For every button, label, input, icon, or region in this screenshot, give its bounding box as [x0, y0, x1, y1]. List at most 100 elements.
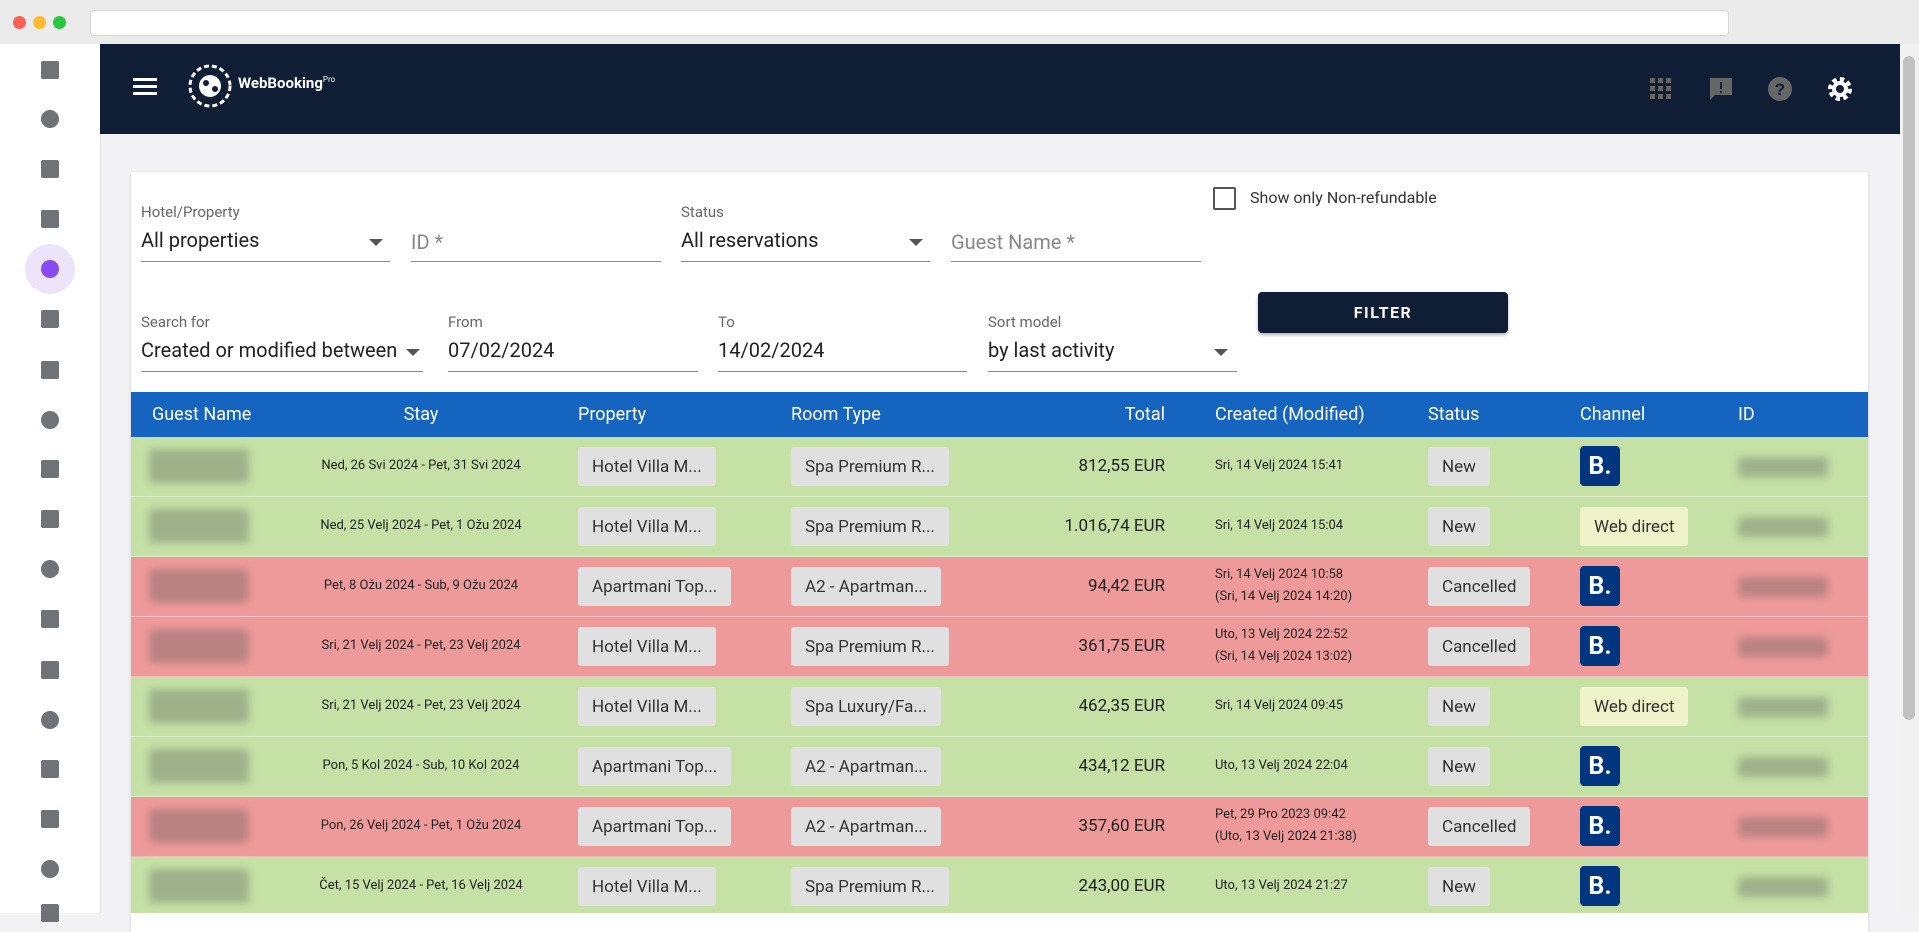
status-chip[interactable]: New — [1428, 747, 1490, 786]
stay: Pon, 5 Kol 2024 - Sub, 10 Kol 2024 — [322, 758, 520, 773]
dropdown-arrow[interactable] — [406, 349, 420, 356]
nav-icon[interactable] — [41, 260, 59, 278]
room-type-chip[interactable]: A2 - Apartman... — [791, 747, 942, 786]
nav-icon[interactable] — [41, 160, 59, 178]
channel-logo[interactable]: B. — [1580, 446, 1620, 486]
channel-logo[interactable]: B. — [1580, 746, 1620, 786]
min-dot[interactable] — [33, 16, 46, 29]
input-value[interactable]: 14/02/2024 — [718, 338, 825, 362]
channel-logo[interactable]: B. — [1580, 806, 1620, 846]
room-type-chip[interactable]: Spa Premium R... — [791, 507, 949, 546]
status-chip[interactable]: New — [1428, 687, 1490, 726]
nav-icon[interactable] — [41, 760, 59, 778]
channel-logo[interactable]: B. — [1580, 866, 1620, 906]
close-dot[interactable] — [13, 16, 26, 29]
modified: (Sri, 14 Velj 2024 13:02) — [1215, 649, 1353, 664]
table-row[interactable]: Sri, 21 Velj 2024 - Pet, 23 Velj 2024 Hot… — [131, 617, 1868, 677]
column-header[interactable]: Status — [1428, 404, 1480, 425]
feedback-icon[interactable] — [1708, 76, 1734, 102]
select-value[interactable]: by last activity — [988, 338, 1115, 362]
created: Sri, 14 Velj 2024 10:58 — [1215, 567, 1344, 582]
select-value[interactable]: Created or modified between — [141, 338, 398, 362]
channel-chip[interactable]: Web direct — [1580, 687, 1689, 726]
column-header[interactable]: Channel — [1580, 404, 1646, 425]
nav-icon[interactable] — [41, 810, 59, 828]
checkbox[interactable] — [1213, 187, 1236, 210]
select-value[interactable]: All properties — [141, 228, 260, 252]
dropdown-arrow[interactable] — [909, 239, 923, 246]
nav-icon[interactable] — [41, 361, 59, 379]
table-row[interactable]: Ned, 25 Velj 2024 - Pet, 1 Ožu 2024 Hotel… — [131, 497, 1868, 557]
table-row[interactable]: Čet, 15 Velj 2024 - Pet, 16 Velj 2024 Hot… — [131, 857, 1868, 913]
id-blurred — [1738, 457, 1828, 477]
channel-logo[interactable]: B. — [1580, 566, 1620, 606]
table-row[interactable]: Pon, 5 Kol 2024 - Sub, 10 Kol 2024 Apartm… — [131, 737, 1868, 797]
input-value[interactable]: 07/02/2024 — [448, 338, 555, 362]
status-chip[interactable]: New — [1428, 867, 1490, 906]
property-chip[interactable]: Apartmani Top... — [578, 807, 732, 846]
property-chip[interactable]: Hotel Villa M... — [578, 447, 716, 486]
property-chip[interactable]: Hotel Villa M... — [578, 867, 716, 906]
property-chip[interactable]: Hotel Villa M... — [578, 627, 716, 666]
room-type-chip[interactable]: A2 - Apartman... — [791, 807, 942, 846]
nav-icon[interactable] — [41, 411, 59, 429]
nav-icon[interactable] — [41, 711, 59, 729]
room-type-chip[interactable]: Spa Premium R... — [791, 627, 949, 666]
channel-logo[interactable]: B. — [1580, 626, 1620, 666]
nav-icon[interactable] — [41, 510, 59, 528]
column-header[interactable]: Room Type — [791, 404, 881, 425]
column-header[interactable]: Guest Name — [152, 404, 252, 425]
room-type-chip[interactable]: A2 - Apartman... — [791, 567, 942, 606]
nav-icon[interactable] — [41, 610, 59, 628]
property-chip[interactable]: Hotel Villa M... — [578, 507, 716, 546]
room-type-chip[interactable]: Spa Premium R... — [791, 867, 949, 906]
logo-name: WebBooking — [238, 74, 323, 92]
input-placeholder[interactable]: Guest Name * — [951, 230, 1075, 254]
column-header[interactable]: ID — [1738, 404, 1755, 425]
property-chip[interactable]: Hotel Villa M... — [578, 687, 716, 726]
filter-button[interactable]: FILTER — [1258, 292, 1508, 333]
input-placeholder[interactable]: ID * — [411, 230, 444, 254]
channel-chip[interactable]: Web direct — [1580, 507, 1689, 546]
apps-icon[interactable] — [1650, 78, 1672, 100]
total: 357,60 EUR — [1078, 816, 1166, 836]
nav-icon[interactable] — [41, 110, 59, 128]
column-header[interactable]: Total — [1124, 404, 1165, 425]
status-chip[interactable]: New — [1428, 447, 1490, 486]
dropdown-arrow[interactable] — [1214, 349, 1228, 356]
address-bar[interactable] — [90, 10, 1729, 36]
scroll-thumb[interactable] — [1903, 56, 1915, 720]
room-type-chip[interactable]: Spa Premium R... — [791, 447, 949, 486]
nav-icon[interactable] — [41, 661, 59, 679]
nav-icon[interactable] — [41, 61, 59, 79]
dropdown-arrow[interactable] — [369, 239, 383, 246]
status-chip[interactable]: Cancelled — [1428, 627, 1531, 666]
column-header[interactable]: Created (Modified) — [1215, 404, 1365, 425]
nav-icon[interactable] — [41, 310, 59, 328]
table-row[interactable]: Ned, 26 Svi 2024 - Pet, 31 Svi 2024 Hotel… — [131, 437, 1868, 497]
table-row[interactable]: Pet, 8 Ožu 2024 - Sub, 9 Ožu 2024 Apartma… — [131, 557, 1868, 617]
status-chip[interactable]: New — [1428, 507, 1490, 546]
stay: Pet, 8 Ožu 2024 - Sub, 9 Ožu 2024 — [323, 578, 519, 593]
property-chip[interactable]: Apartmani Top... — [578, 567, 732, 606]
table-row[interactable]: Sri, 21 Velj 2024 - Pet, 23 Velj 2024 Hot… — [131, 677, 1868, 737]
checkbox-label[interactable]: Show only Non-refundable — [1250, 188, 1437, 207]
stay: Pon, 26 Velj 2024 - Pet, 1 Ožu 2024 — [320, 818, 522, 833]
nav-icon[interactable] — [41, 560, 59, 578]
select-value[interactable]: All reservations — [681, 228, 819, 252]
nav-icon[interactable] — [41, 860, 59, 878]
status-chip[interactable]: Cancelled — [1428, 807, 1531, 846]
room-type-chip[interactable]: Spa Luxury/Fa... — [791, 687, 941, 726]
menu-icon[interactable] — [133, 77, 157, 97]
help-icon[interactable]: ? — [1767, 76, 1793, 102]
table-row[interactable]: Pon, 26 Velj 2024 - Pet, 1 Ožu 2024 Apart… — [131, 797, 1868, 857]
status-chip[interactable]: Cancelled — [1428, 567, 1531, 606]
top-bar: WebBookingPro ? — [100, 44, 1900, 134]
nav-icon[interactable] — [41, 460, 59, 478]
column-header[interactable]: Property — [578, 404, 647, 425]
property-chip[interactable]: Apartmani Top... — [578, 747, 732, 786]
settings-icon[interactable] — [1826, 75, 1854, 103]
max-dot[interactable] — [53, 16, 66, 29]
nav-icon[interactable] — [41, 210, 59, 228]
sidebar — [0, 44, 101, 922]
